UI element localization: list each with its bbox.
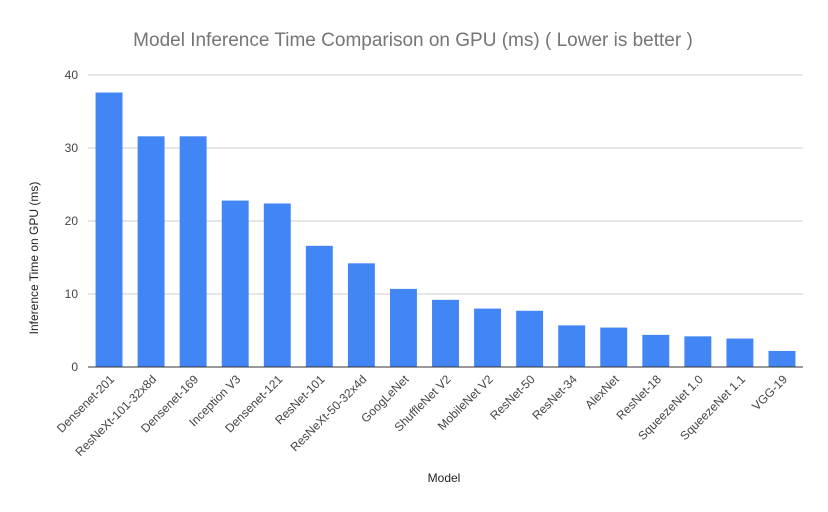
bar <box>137 136 165 367</box>
y-tick-label: 10 <box>65 287 79 301</box>
y-axis-title: Inference Time on GPU (ms) <box>27 182 41 335</box>
gridlines <box>88 74 803 295</box>
y-tick-label: 30 <box>65 141 79 155</box>
bar <box>263 203 291 367</box>
bar <box>95 92 123 368</box>
x-tick-label: ResNeXt-50-32x4d <box>287 372 369 454</box>
x-tick-label: ResNet-34 <box>529 372 580 423</box>
chart-title: Model Inference Time Comparison on GPU (… <box>133 30 693 51</box>
x-tick-label: VGG-19 <box>749 372 790 413</box>
bar <box>179 136 207 367</box>
bar <box>726 338 754 367</box>
bar <box>474 308 502 367</box>
x-axis-ticks: Densenet-201ResNeXt-101-32x8dDensenet-16… <box>54 372 790 459</box>
y-tick-label: 0 <box>71 360 78 374</box>
y-axis-ticks: 0 10 20 30 40 <box>65 68 79 374</box>
bar <box>347 263 375 367</box>
x-axis-title: Model <box>428 471 461 485</box>
bar <box>221 200 249 367</box>
bar <box>558 325 586 367</box>
bar <box>768 350 796 367</box>
x-tick-label: AlexNet <box>582 372 622 412</box>
bars <box>95 92 796 368</box>
bar <box>389 288 417 367</box>
bar <box>305 245 333 367</box>
y-tick-label: 20 <box>65 214 79 228</box>
bar <box>600 327 628 367</box>
bar <box>642 334 670 367</box>
bar <box>516 310 544 367</box>
x-tick-label: ResNeXt-101-32x8d <box>72 372 159 459</box>
y-tick-label: 40 <box>65 68 79 82</box>
bar <box>432 299 459 367</box>
bar <box>684 336 712 367</box>
